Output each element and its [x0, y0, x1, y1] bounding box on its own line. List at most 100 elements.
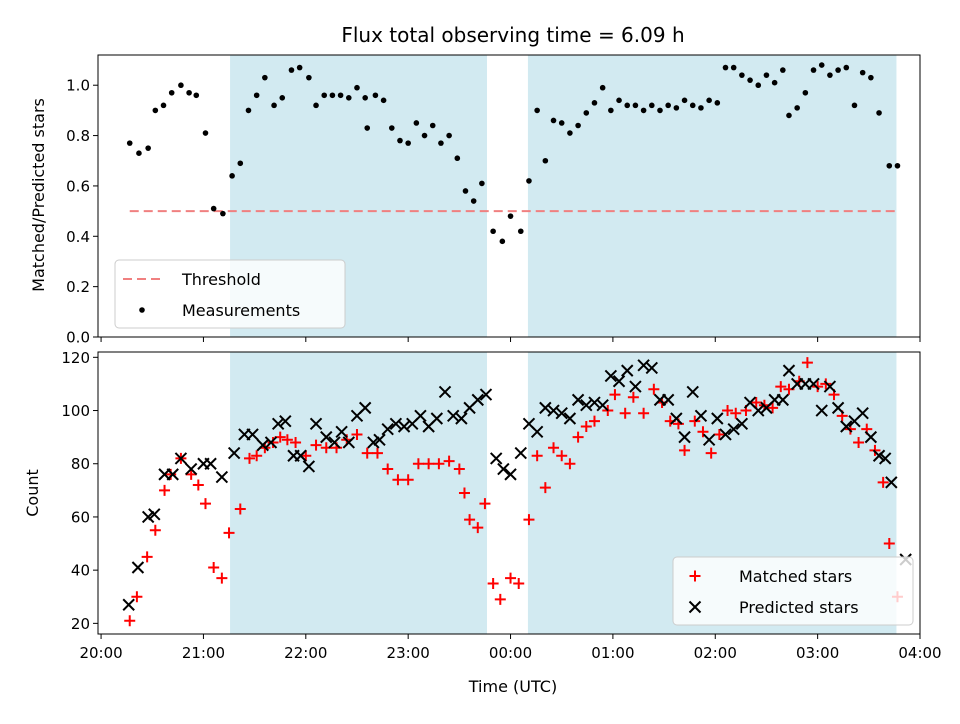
predicted-star-point [645, 361, 659, 375]
measurement-point [851, 102, 858, 109]
predicted-star-point [227, 446, 241, 460]
predicted-star-point [815, 404, 828, 417]
measurement-point [665, 102, 671, 109]
predicted-star-point [141, 510, 155, 524]
predicted-star-point [727, 422, 740, 436]
measurement-point [859, 69, 866, 76]
matched-star-point [619, 407, 631, 419]
matched-star-point [192, 479, 204, 491]
predicted-star-point [166, 468, 179, 481]
matched-star-point [223, 527, 235, 539]
measurement-point [640, 107, 647, 114]
measurement-point [262, 74, 268, 81]
matched-star-point [208, 561, 220, 573]
y-tick-label: 20 [71, 615, 90, 633]
predicted-star-point [782, 364, 796, 377]
measurement-point [876, 110, 882, 116]
predicted-star-point [271, 417, 285, 431]
matched-star-point [820, 378, 832, 390]
matched-star-point [131, 591, 143, 603]
matched-star-point [877, 476, 889, 488]
predicted-star-point [381, 422, 394, 436]
matched-star-point [801, 357, 813, 369]
measurement-point [886, 162, 893, 169]
measurement-point [454, 155, 461, 162]
matched-star-point [234, 503, 246, 515]
measurement-point [438, 140, 444, 146]
measurement-point [397, 137, 403, 144]
predicted-star-point [246, 428, 259, 441]
predicted-star-point [414, 409, 427, 423]
y-tick-label: 0.8 [66, 127, 90, 145]
measurement-point [354, 84, 360, 91]
measurement-point [186, 89, 192, 96]
predicted-star-point [670, 412, 683, 425]
x-tick-label: 03:00 [796, 644, 839, 662]
measurement-point [526, 178, 532, 184]
matched-star-point [423, 458, 435, 470]
matched-star-point [853, 436, 865, 448]
measurement-point [517, 228, 524, 235]
predicted-star-point [122, 598, 135, 611]
measurement-point [364, 125, 371, 131]
predicted-star-point [823, 380, 837, 393]
predicted-star-point [686, 385, 699, 399]
measurement-point [479, 180, 485, 187]
legend-label: Measurements [182, 301, 300, 320]
matched-star-point [679, 444, 691, 456]
predicted-star-point [840, 420, 853, 433]
measurement-point [237, 160, 244, 167]
matched-star-point [505, 572, 517, 584]
panel-ratio: 0.0 0.2 0.4 0.6 0.8 1.0 Threshold Measurements [66, 54, 921, 347]
measurement-point [868, 74, 874, 81]
matched-star-point [513, 577, 525, 589]
matched-star-point [351, 428, 363, 440]
measurement-point [835, 67, 841, 73]
measurement-point [288, 67, 295, 73]
matched-star-point [539, 482, 551, 494]
matched-star-point [159, 484, 171, 496]
matched-star-point [361, 447, 373, 459]
y-tick-label: 100 [61, 402, 90, 420]
matched-star-point [767, 402, 779, 414]
measurement-point [279, 95, 286, 101]
predicted-star-point [471, 393, 484, 407]
predicted-star-point [555, 406, 568, 420]
predicted-star-point [678, 430, 691, 444]
predicted-star-point [629, 380, 642, 393]
x-tick-label: 20:00 [79, 644, 122, 662]
predicted-star-point [580, 399, 593, 412]
predicted-star-point [174, 452, 188, 465]
predicted-star-point [131, 561, 145, 574]
matched-star-point [548, 442, 560, 454]
measurement-point [673, 105, 680, 111]
measurement-point [542, 157, 549, 164]
measurement-point [763, 72, 770, 78]
legend-label: Matched stars [739, 567, 852, 586]
matched-star-point [244, 452, 256, 464]
measurement-point [405, 140, 411, 146]
predicted-star-point [204, 457, 217, 470]
matched-star-point [412, 458, 424, 470]
predicted-star-point [776, 393, 790, 407]
y-tick-label: 60 [71, 508, 90, 526]
measurement-point [567, 130, 573, 136]
predicted-star-point [479, 388, 493, 401]
measurement-point [616, 97, 622, 104]
matched-star-point [281, 434, 293, 446]
predicted-star-point [702, 433, 716, 446]
matched-star-point [479, 498, 491, 510]
predicted-star-point [856, 406, 869, 420]
measurement-point [681, 97, 688, 104]
matched-star-point [750, 397, 762, 409]
x-tick-label: 22:00 [284, 644, 327, 662]
matched-star-point [141, 551, 153, 563]
predicted-star-point [612, 375, 626, 388]
matched-star-point [722, 405, 734, 417]
measurement-point [210, 205, 217, 212]
x-tick-label: 21:00 [182, 644, 225, 662]
matched-star-point [730, 407, 742, 419]
matched-star-point [458, 487, 470, 499]
measurement-point [178, 82, 184, 89]
measurement-point [624, 102, 631, 109]
